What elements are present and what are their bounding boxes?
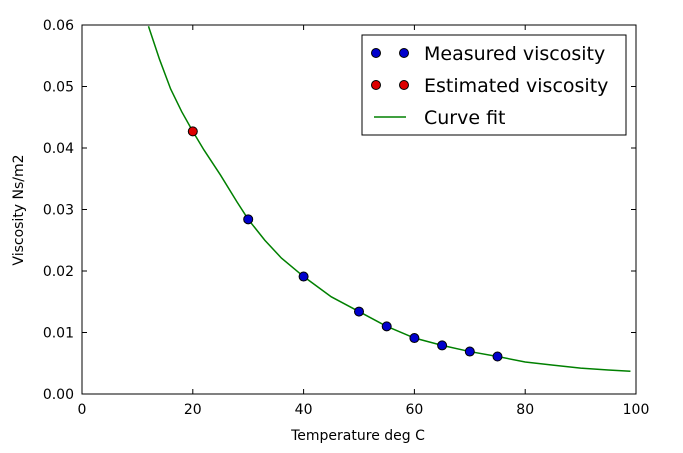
legend-item: Measured viscosity — [371, 43, 605, 65]
legend-marker — [399, 48, 409, 58]
legend-item: Estimated viscosity — [371, 75, 608, 97]
legend-marker — [371, 48, 381, 58]
y-tick-label: 0.04 — [43, 141, 74, 157]
y-tick-label: 0.00 — [43, 387, 74, 403]
plot-area — [147, 25, 631, 372]
y-tick-label: 0.02 — [43, 264, 74, 280]
legend-label: Estimated viscosity — [424, 75, 608, 97]
y-tick-label: 0.03 — [43, 203, 74, 219]
x-tick-label: 0 — [78, 402, 87, 418]
x-tick-label: 40 — [295, 402, 313, 418]
legend-marker — [371, 80, 381, 90]
measured-point — [492, 351, 503, 362]
legend-marker — [399, 80, 409, 90]
y-tick-label: 0.05 — [43, 80, 74, 96]
x-axis-label: Temperature deg C — [290, 428, 425, 444]
x-tick-label: 80 — [516, 402, 534, 418]
x-tick-label: 100 — [623, 402, 650, 418]
estimated-point — [187, 126, 198, 137]
measured-point — [464, 346, 475, 357]
legend-item: Curve fit — [374, 107, 506, 129]
measured-point — [298, 271, 309, 282]
legend: Measured viscosity Estimated viscosity Cur… — [361, 34, 627, 136]
y-tick-label: 0.06 — [43, 18, 74, 34]
y-tick-label: 0.01 — [43, 326, 74, 342]
y-axis-label: Viscosity Ns/m2 — [11, 154, 27, 265]
measured-point — [243, 214, 254, 225]
measured-point — [409, 333, 420, 344]
legend-label: Curve fit — [424, 107, 506, 129]
measured-point — [381, 321, 392, 332]
x-tick-label: 20 — [184, 402, 202, 418]
axes: 0 20 40 60 80 100 0.00 0.01 0.02 0.03 0.04 0.05 0.06 — [43, 18, 650, 418]
x-tick-label: 60 — [405, 402, 423, 418]
measured-point — [354, 306, 364, 317]
legend-label: Measured viscosity — [424, 43, 605, 65]
measured-point — [437, 340, 448, 351]
